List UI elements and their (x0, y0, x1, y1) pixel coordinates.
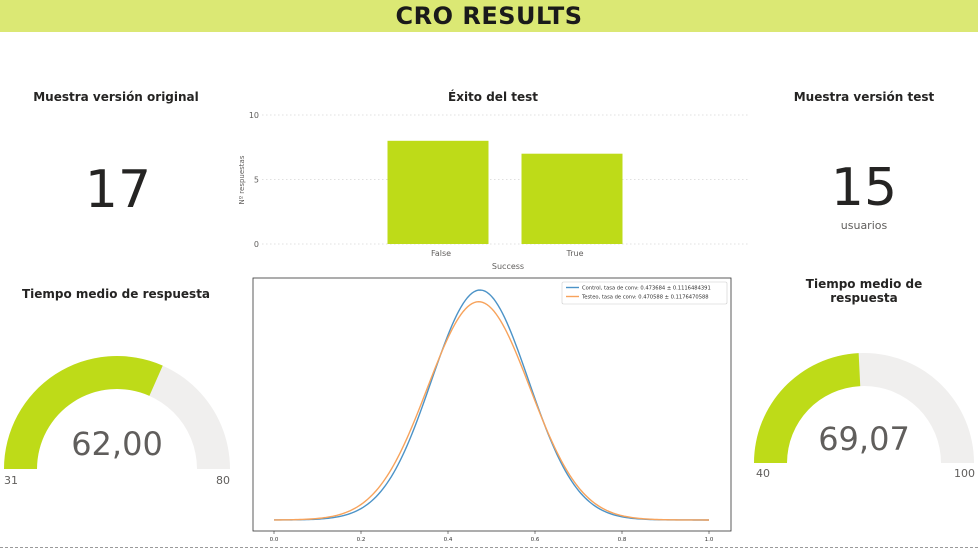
legend-label-control: Control, tasa de conv: 0.473684 ± 0.1116… (582, 286, 711, 292)
bar-chart-xlabel: Success (492, 262, 524, 271)
gauge-right-value: 69,07 (818, 420, 910, 458)
density-legend: Control, tasa de conv: 0.473684 ± 0.1116… (561, 281, 728, 305)
bar-chart-title: Éxito del test (448, 90, 538, 104)
gauge-left-value: 62,00 (71, 425, 163, 463)
kpi-original-value: 17 (84, 160, 152, 220)
kpi-original-title: Muestra versión original (33, 90, 199, 104)
density-xtick-label: 0.2 (357, 537, 366, 543)
legend-label-test: Testeo, tasa de conv: 0.470588 ± 0.11764… (581, 295, 709, 301)
density-line-test (273, 301, 709, 521)
bar-false[interactable] (387, 140, 489, 244)
density-xtick-label: 1.0 (705, 537, 714, 543)
bar-ytick-label: 0 (254, 240, 259, 249)
bar-xtick-label: True (566, 249, 584, 258)
kpi-test-title: Muestra versión test (793, 90, 935, 104)
dashboard-banner: CRO RESULTS (0, 0, 978, 32)
density-xtick-label: 0.4 (444, 537, 453, 543)
gauge-right-title: Tiempo medio de respuesta (805, 277, 923, 305)
gauge-left-max: 80 (216, 474, 230, 487)
bar-ytick-label: 10 (249, 111, 259, 120)
density-xtick-label: 0.0 (270, 537, 279, 543)
density-xtick-label: 0.6 (531, 537, 540, 543)
density-xtick-label: 0.8 (618, 537, 627, 543)
gauge-left-min: 31 (4, 474, 18, 487)
bottom-divider (0, 547, 978, 548)
gauge-left-title: Tiempo medio de respuesta (21, 287, 211, 301)
bar-ytick-label: 5 (254, 176, 259, 185)
kpi-test-value: 15 (830, 158, 898, 218)
dashboard-title: CRO RESULTS (395, 2, 583, 30)
density-plot-frame (252, 277, 732, 532)
kpi-test-unit: usuarios (840, 219, 888, 232)
bar-xtick-label: False (431, 249, 451, 258)
density-legend-box (561, 281, 728, 305)
gauge-right-min: 40 (756, 467, 770, 480)
gauge-right-max: 100 (954, 467, 975, 480)
bar-chart-ylabel: Nº respuestas (238, 155, 246, 204)
bar-true[interactable] (521, 153, 623, 244)
density-line-control (274, 289, 709, 521)
